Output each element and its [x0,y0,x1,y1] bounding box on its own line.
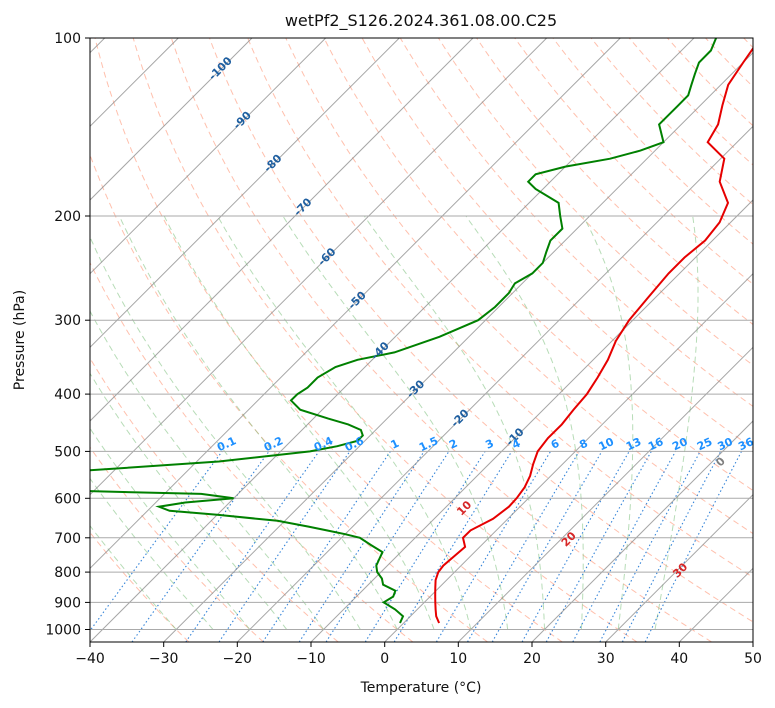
background-lines [0,38,753,642]
y-tick-label: 100 [54,31,81,47]
x-tick-label: 0 [380,651,389,667]
mixing-ratio-line [491,451,603,642]
mixing-ratio-label: 13 [624,435,643,453]
isotherm [457,346,753,642]
y-axis-label: Pressure (hPa) [12,290,28,390]
x-tick-label: 10 [449,651,467,667]
y-tick-label: 600 [54,491,81,507]
dry-adiabat [628,38,753,166]
dry-adiabat [90,446,264,642]
moist-adiabat [90,310,324,630]
dewpoint-profile [90,38,718,624]
mixing-ratio-line [572,451,676,642]
dry-adiabat [170,38,712,642]
dry-adiabat [247,38,753,578]
x-tick-label: 40 [670,651,688,667]
isotherm [90,38,474,422]
plot-frame [89,37,754,643]
dry-adiabat [590,38,753,206]
dry-adiabat [476,38,753,326]
isotherm [531,420,753,642]
x-tick-label: 20 [523,651,541,667]
isotherm [236,125,753,642]
x-tick-label: −10 [296,651,326,667]
y-tick-label: 300 [54,313,81,329]
y-tick-label: 1000 [45,623,81,639]
x-tick-label: −30 [149,651,179,667]
mixing-ratio-label: 20 [670,435,690,453]
y-tick-label: 500 [54,444,81,460]
y-tick-label: 800 [54,565,81,581]
x-tick-label: −20 [223,651,253,667]
isotherm [90,38,695,642]
mixing-ratio-label: 25 [695,435,714,453]
y-tick-label: 200 [54,209,81,225]
dry-adiabat [323,38,753,492]
mixing-ratio-line [521,451,630,642]
chart-title: wetPf2_S126.2024.361.08.00.C25 [285,11,557,31]
y-tick-label: 900 [54,595,81,611]
isotherm [163,51,753,642]
y-tick-label: 400 [54,387,81,403]
isotherm [90,38,621,570]
mixing-ratio-label: 16 [646,435,666,453]
mixing-ratio-line [218,451,351,642]
dry-adiabat [514,38,753,285]
x-tick-label: 50 [744,651,762,667]
isotherm [752,641,753,642]
x-axis-label: Temperature (°C) [360,680,482,696]
moist-adiabat [282,215,509,630]
dry-adiabat [132,38,638,642]
temperature-profile [434,46,753,624]
moist-adiabat [118,215,398,630]
isotherm [90,38,327,275]
mixing-ratio-line [393,451,513,642]
mixing-ratio-line [364,451,486,642]
theta-e-line [0,38,58,630]
dry-adiabat [90,261,414,642]
mixing-ratio-line [435,451,552,642]
mixing-ratio-line [131,451,270,642]
y-tick-label: 700 [54,531,81,547]
mixing-ratio-label: 30 [716,435,736,453]
dry-adiabat [399,38,753,408]
mixing-ratio-line [90,451,223,632]
isotherm [310,199,753,642]
x-tick-label: −40 [75,651,105,667]
mixing-ratio-label: 10 [597,435,617,453]
isotherm [90,38,253,201]
mixing-ratio-label: 36 [736,435,756,453]
profile-lines [90,38,753,624]
plot-area [90,38,753,642]
isotherm [90,38,400,349]
isotherm [605,493,753,642]
mixing-ratio-line [467,451,580,642]
isotherm [90,38,548,496]
x-tick-label: 30 [597,651,615,667]
isotherm [384,272,753,642]
mixing-ratio-line [325,451,450,642]
dry-adiabat [209,38,753,623]
